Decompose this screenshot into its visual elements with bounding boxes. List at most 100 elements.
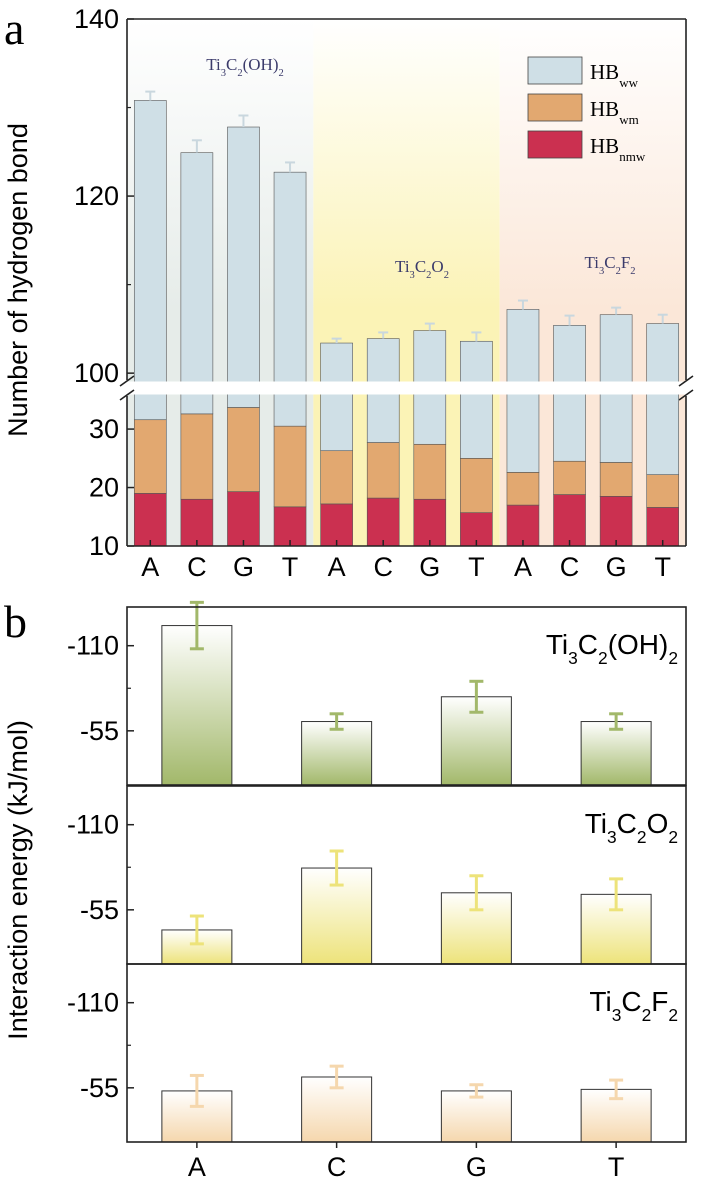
xtick-label-a-7: T bbox=[468, 552, 485, 582]
xtick-label-a-1: C bbox=[187, 552, 207, 582]
subpanel-title-1: Ti3C2O2 bbox=[585, 808, 678, 847]
subpanel-b-0: -110 -55 Ti3C2(OH)2 bbox=[67, 600, 687, 786]
bar-hbwm-6 bbox=[413, 443, 447, 500]
xtick-label-b-2: G bbox=[466, 1152, 487, 1182]
errorbar-a-11 bbox=[657, 313, 668, 324]
bar-hbww-0 bbox=[133, 100, 167, 421]
errorbar-b-1-2 bbox=[469, 874, 484, 912]
bar-hbwm-3 bbox=[273, 425, 307, 508]
ytick-label-30: 30 bbox=[89, 414, 119, 444]
bar-hbww-1 bbox=[180, 152, 214, 415]
xtick-label-b-1: C bbox=[327, 1152, 347, 1182]
bar-hbnmw-4 bbox=[320, 503, 353, 547]
xtick-label-a-4: A bbox=[328, 552, 346, 582]
subpanel-title-2: Ti3C2F2 bbox=[589, 986, 678, 1025]
bar-hbnmw-6 bbox=[413, 498, 447, 547]
xtick-label-a-10: G bbox=[606, 552, 627, 582]
bar-hbwm-9 bbox=[553, 460, 586, 495]
xtick-label-b-3: T bbox=[608, 1152, 625, 1182]
ytick-label-b-0--110: -110 bbox=[67, 631, 119, 661]
errorbar-a-10 bbox=[611, 306, 622, 315]
bar-hbnmw-8 bbox=[506, 504, 540, 547]
xtick-label-a-3: T bbox=[282, 552, 299, 582]
errorbar-a-3 bbox=[285, 161, 296, 173]
break-mark-left-2 bbox=[119, 389, 135, 401]
bar-b-2-2 bbox=[440, 1090, 512, 1143]
break-mark-right-2 bbox=[678, 389, 694, 401]
errorbar-a-2 bbox=[238, 114, 249, 128]
bar-hbwm-5 bbox=[366, 442, 400, 499]
ytick-label-100: 100 bbox=[74, 358, 119, 388]
ytick-label-140: 140 bbox=[74, 4, 119, 34]
ytick-label-120: 120 bbox=[74, 181, 119, 211]
ytick-label-b-0--55: -55 bbox=[80, 716, 119, 746]
bar-hbww-11 bbox=[646, 323, 680, 475]
panel-b-label: b bbox=[4, 596, 27, 647]
subpanel-b-1: -110 -55 Ti3C2O2 bbox=[67, 785, 687, 965]
xtick-label-a-8: A bbox=[514, 552, 532, 582]
errorbar-a-7 bbox=[471, 331, 482, 342]
ytick-label-b-2--110: -110 bbox=[67, 988, 119, 1018]
bar-hbnmw-9 bbox=[553, 494, 586, 547]
bar-hbnmw-3 bbox=[273, 506, 307, 547]
panel-a-legend: HBww HBwm HBnmw bbox=[527, 56, 646, 164]
ytick-label-b-1--55: -55 bbox=[80, 895, 119, 925]
bar-hbwm-7 bbox=[460, 458, 493, 513]
legend-label-nmw: HBnmw bbox=[590, 134, 646, 164]
panel-a-error-bars bbox=[145, 90, 668, 344]
bar-hbwm-11 bbox=[646, 474, 680, 508]
errorbar-b-2-0 bbox=[189, 1073, 204, 1108]
bar-hbwm-8 bbox=[506, 472, 540, 506]
errorbar-b-0-0 bbox=[189, 600, 204, 651]
legend-swatch-wm bbox=[527, 93, 583, 122]
errorbar-b-0-2 bbox=[469, 679, 484, 714]
bar-b-0-1 bbox=[301, 721, 373, 786]
errorbar-b-1-3 bbox=[609, 877, 624, 912]
errorbar-a-1 bbox=[191, 139, 202, 153]
group-label-1: Ti3C2O2 bbox=[395, 257, 449, 281]
errorbar-b-0-1 bbox=[329, 712, 344, 731]
panel-a-label: a bbox=[4, 3, 24, 54]
xtick-label-a-9: C bbox=[560, 552, 580, 582]
panel-b-content: -110 -55 Ti3C2(OH)2 -110 -55 Ti3C2O2 -110 -55 Ti… bbox=[67, 600, 687, 1182]
panel-b-ylabel: Interaction energy (kJ/mol) bbox=[3, 720, 33, 1040]
xtick-label-a-6: G bbox=[419, 552, 440, 582]
subpanel-title-0: Ti3C2(OH)2 bbox=[546, 629, 678, 668]
xtick-label-b-0: A bbox=[188, 1152, 206, 1182]
ytick-label-10: 10 bbox=[89, 531, 119, 561]
bar-hbnmw-5 bbox=[366, 497, 400, 547]
errorbar-a-5 bbox=[378, 331, 389, 339]
bar-hbwm-10 bbox=[599, 462, 633, 497]
bar-hbww-7 bbox=[460, 340, 493, 459]
errorbar-a-0 bbox=[145, 90, 156, 101]
ytick-label-b-2--55: -55 bbox=[80, 1073, 119, 1103]
bar-hbww-4 bbox=[320, 342, 353, 452]
ytick-label-b-1--110: -110 bbox=[67, 810, 119, 840]
errorbar-b-1-0 bbox=[189, 914, 204, 946]
xtick-label-a-0: A bbox=[141, 552, 159, 582]
bar-hbnmw-0 bbox=[133, 493, 167, 547]
bar-b-0-3 bbox=[580, 721, 652, 786]
errorbar-b-2-2 bbox=[469, 1083, 484, 1099]
panel-a-ylabel: Number of hydrogen bond bbox=[3, 123, 33, 437]
ytick-label-20: 20 bbox=[89, 473, 119, 503]
legend-label-ww: HBww bbox=[590, 60, 639, 90]
errorbar-b-2-1 bbox=[329, 1064, 344, 1090]
bar-hbwm-4 bbox=[320, 450, 353, 505]
bar-hbnmw-10 bbox=[599, 496, 633, 547]
xtick-label-a-2: G bbox=[233, 552, 254, 582]
bar-hbnmw-2 bbox=[227, 491, 260, 547]
group-label-0: Ti3C2(OH)2 bbox=[206, 55, 284, 79]
xtick-label-a-11: T bbox=[654, 552, 671, 582]
group-label-2: Ti3C2F2 bbox=[584, 253, 635, 277]
bar-hbwm-1 bbox=[180, 413, 214, 500]
panel-a-axes bbox=[119, 18, 694, 547]
errorbar-b-1-1 bbox=[329, 849, 344, 887]
legend-swatch-ww bbox=[527, 56, 583, 85]
xtick-label-a-5: C bbox=[373, 552, 393, 582]
bar-hbnmw-11 bbox=[646, 507, 680, 547]
errorbar-b-2-3 bbox=[609, 1078, 624, 1101]
